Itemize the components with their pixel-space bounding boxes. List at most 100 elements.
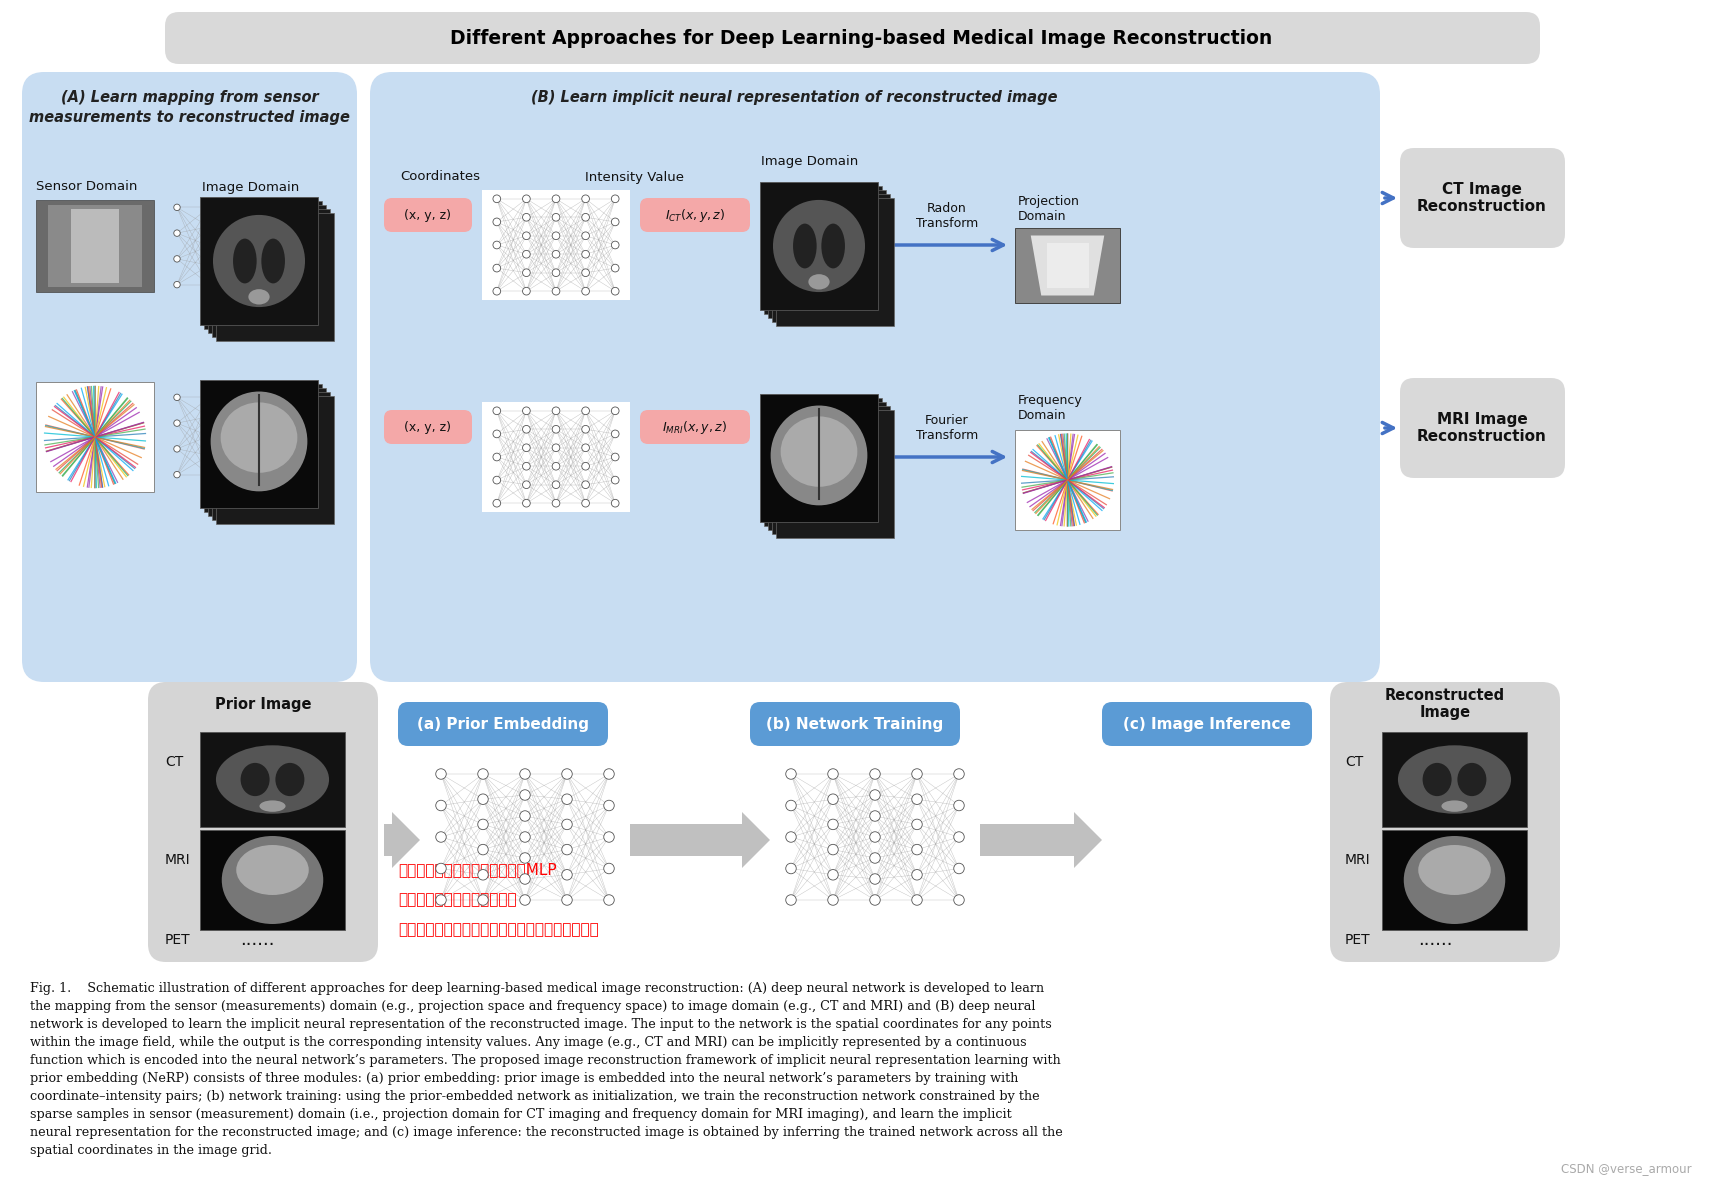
Ellipse shape — [780, 416, 858, 487]
Bar — [1383, 830, 1527, 931]
Circle shape — [520, 790, 530, 801]
Circle shape — [492, 288, 501, 295]
Text: PET: PET — [1345, 933, 1371, 947]
Circle shape — [238, 204, 245, 211]
FancyBboxPatch shape — [370, 72, 1379, 682]
Circle shape — [611, 218, 618, 225]
Bar — [208, 205, 325, 333]
Text: coordinate–intensity pairs; (b) network training: using the prior-embedded netwo: coordinate–intensity pairs; (b) network … — [29, 1090, 1040, 1104]
Bar — [212, 209, 331, 336]
FancyBboxPatch shape — [22, 72, 356, 682]
Circle shape — [954, 864, 964, 873]
Circle shape — [207, 243, 212, 249]
Circle shape — [492, 241, 501, 249]
Text: spatial coordinates in the image grid.: spatial coordinates in the image grid. — [29, 1144, 272, 1157]
Circle shape — [911, 870, 923, 880]
Text: sparse samples in sensor (measurement) domain (i.e., projection domain for CT im: sparse samples in sensor (measurement) d… — [29, 1108, 1013, 1121]
Text: 利用这些先验信息可以更加准确地指导重建的过程: 利用这些先验信息可以更加准确地指导重建的过程 — [398, 922, 599, 938]
Ellipse shape — [1419, 845, 1491, 895]
Text: MRI: MRI — [165, 853, 191, 867]
Circle shape — [522, 268, 530, 277]
Bar — [768, 402, 887, 530]
Circle shape — [582, 463, 589, 470]
Circle shape — [270, 255, 276, 262]
Text: $I_{MRI}(x, y, z)$: $I_{MRI}(x, y, z)$ — [663, 419, 728, 435]
Bar — [777, 410, 894, 538]
Bar — [36, 200, 153, 292]
Circle shape — [174, 394, 181, 401]
Text: PET: PET — [165, 933, 191, 947]
Circle shape — [492, 194, 501, 203]
Bar — [208, 388, 325, 517]
FancyBboxPatch shape — [398, 701, 608, 746]
FancyBboxPatch shape — [641, 198, 751, 231]
Text: ......: ...... — [1417, 931, 1452, 948]
Circle shape — [522, 251, 530, 258]
Bar — [200, 733, 344, 827]
Circle shape — [207, 414, 212, 420]
Circle shape — [238, 394, 245, 401]
Circle shape — [522, 463, 530, 470]
Circle shape — [582, 481, 589, 489]
Circle shape — [582, 288, 589, 295]
Text: network is developed to learn the implicit neural representation of the reconstr: network is developed to learn the implic… — [29, 1018, 1052, 1031]
FancyBboxPatch shape — [641, 410, 751, 444]
Ellipse shape — [771, 406, 868, 506]
Circle shape — [520, 811, 530, 821]
Bar — [71, 209, 119, 283]
Circle shape — [611, 265, 618, 272]
Circle shape — [270, 446, 276, 452]
Circle shape — [561, 768, 572, 779]
Text: (A) Learn mapping from sensor
measurements to reconstructed image: (A) Learn mapping from sensor measuremen… — [29, 89, 350, 125]
Circle shape — [582, 407, 589, 415]
Text: MRI: MRI — [1345, 853, 1371, 867]
Text: $I_{CT}(x, y, z)$: $I_{CT}(x, y, z)$ — [665, 206, 725, 223]
Circle shape — [238, 282, 245, 288]
Text: CT Image
Reconstruction: CT Image Reconstruction — [1417, 181, 1546, 215]
Circle shape — [611, 194, 618, 203]
Circle shape — [207, 452, 212, 458]
Circle shape — [553, 288, 560, 295]
Text: within the image field, while the output is the corresponding intensity values. : within the image field, while the output… — [29, 1036, 1026, 1049]
Polygon shape — [630, 812, 770, 869]
Circle shape — [520, 895, 530, 905]
Ellipse shape — [773, 200, 864, 292]
Circle shape — [492, 429, 501, 438]
Circle shape — [954, 768, 964, 779]
Circle shape — [870, 895, 880, 905]
Bar — [759, 183, 878, 310]
Circle shape — [828, 795, 839, 804]
Circle shape — [270, 230, 276, 236]
Bar — [215, 396, 334, 524]
Ellipse shape — [276, 762, 305, 796]
Circle shape — [522, 288, 530, 295]
Text: 减少对大量训练数据的需求，: 减少对大量训练数据的需求， — [398, 892, 517, 908]
Circle shape — [785, 832, 796, 842]
Circle shape — [522, 214, 530, 221]
Polygon shape — [980, 812, 1102, 869]
Text: ......: ...... — [239, 931, 274, 948]
Circle shape — [604, 895, 615, 905]
Circle shape — [553, 268, 560, 277]
Circle shape — [582, 231, 589, 240]
Circle shape — [522, 481, 530, 489]
Bar — [771, 406, 890, 534]
Circle shape — [436, 832, 446, 842]
Text: (b) Network Training: (b) Network Training — [766, 717, 944, 731]
Circle shape — [436, 864, 446, 873]
Ellipse shape — [794, 223, 816, 268]
Circle shape — [207, 223, 212, 230]
Circle shape — [207, 433, 212, 439]
Circle shape — [270, 282, 276, 288]
Text: Different Approaches for Deep Learning-based Medical Image Reconstruction: Different Approaches for Deep Learning-b… — [449, 30, 1273, 49]
Text: the mapping from the sensor (measurements) domain (e.g., projection space and fr: the mapping from the sensor (measurement… — [29, 1000, 1035, 1013]
Bar — [759, 394, 878, 523]
Text: Reconstructed
Image: Reconstructed Image — [1384, 688, 1505, 721]
FancyBboxPatch shape — [165, 12, 1539, 64]
Ellipse shape — [241, 762, 270, 796]
Circle shape — [520, 873, 530, 884]
Circle shape — [238, 433, 245, 439]
Circle shape — [582, 214, 589, 221]
Text: Frequency
Domain: Frequency Domain — [1018, 394, 1083, 422]
Ellipse shape — [215, 746, 329, 814]
